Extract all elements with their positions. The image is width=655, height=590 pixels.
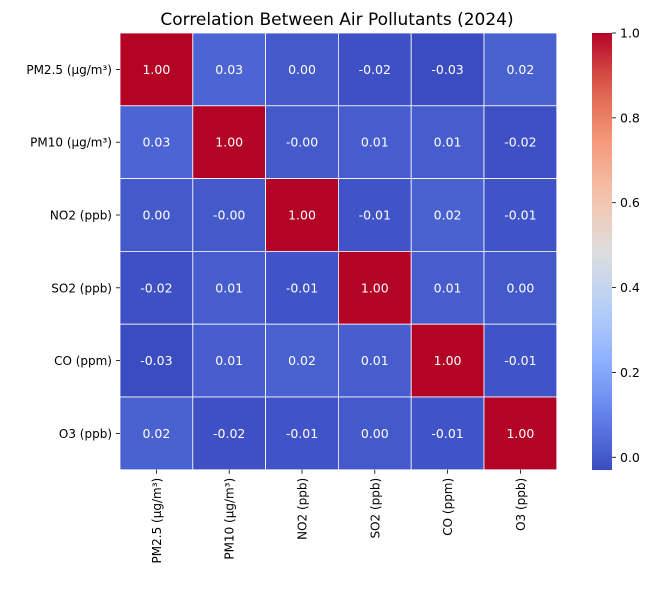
heatmap-cell	[192, 32, 267, 107]
heatmap-cell	[192, 178, 267, 252]
heatmap-cell	[483, 323, 558, 398]
y-tick-label: NO2 (ppb)	[50, 209, 112, 223]
cell-value-label: 1.00	[288, 208, 316, 223]
colorbar-tick-label: 0.4	[620, 280, 640, 295]
heatmap-cell	[192, 105, 267, 180]
cell-value-label: -0.01	[504, 208, 536, 223]
heatmap-cell-labels: 1.00 0.03 0.00 -0.02 -0.03 0.02 0.03 1.00 -0.00 0…	[140, 62, 536, 441]
cell-value-label: 0.02	[506, 62, 534, 77]
cell-value-label: 1.00	[361, 280, 389, 295]
cell-value-label: -0.01	[286, 280, 318, 295]
cell-value-label: 0.01	[434, 135, 462, 150]
heatmap-cell	[265, 323, 339, 398]
heatmap-cell	[410, 323, 485, 398]
cell-value-label: -0.01	[359, 208, 391, 223]
heatmap-cell	[483, 32, 558, 107]
heatmap-cell	[119, 396, 194, 471]
heatmap-cell	[483, 105, 558, 180]
y-tick-label: PM2.5 (µg/m³)	[26, 63, 112, 77]
colorbar-tick-label: 0.8	[620, 110, 640, 125]
cell-value-label: -0.02	[140, 280, 172, 295]
heatmap-cell	[265, 250, 339, 325]
cell-value-label: 0.00	[142, 208, 170, 223]
heatmap-cell	[337, 323, 412, 398]
x-axis-ticks: PM2.5 (µg/m³) PM10 (µg/m³) NO2 (ppb) SO2 (p…	[150, 469, 528, 564]
x-tick-label: NO2 (ppb)	[296, 478, 310, 540]
colorbar-tick-label: 0.6	[620, 195, 640, 210]
cell-value-label: -0.02	[213, 426, 245, 441]
cell-value-label: 1.00	[142, 62, 170, 77]
cell-value-label: 1.00	[434, 353, 462, 368]
y-tick-label: SO2 (ppb)	[51, 281, 112, 295]
heatmap-cell	[410, 396, 485, 471]
heatmap-cell	[483, 250, 558, 325]
cell-value-label: -0.01	[431, 426, 463, 441]
heatmap-cell	[119, 178, 194, 252]
heatmap-cells	[119, 32, 558, 471]
x-tick-label: PM2.5 (µg/m³)	[150, 478, 164, 564]
y-tick-label: PM10 (µg/m³)	[30, 136, 112, 150]
cell-value-label: 0.01	[361, 135, 389, 150]
cell-value-label: 0.01	[215, 353, 243, 368]
x-tick-label: SO2 (ppb)	[368, 478, 382, 539]
cell-value-label: 0.01	[361, 353, 389, 368]
cell-value-label: -0.00	[286, 135, 318, 150]
heatmap-cell	[119, 32, 194, 107]
heatmap-cell	[337, 250, 412, 325]
x-tick-label: PM10 (µg/m³)	[223, 478, 237, 560]
heatmap-cell	[337, 32, 412, 107]
heatmap-cell	[119, 323, 194, 398]
cell-value-label: 0.00	[361, 426, 389, 441]
heatmap-cell	[337, 178, 412, 252]
cell-value-label: 1.00	[215, 135, 243, 150]
heatmap-cell	[192, 250, 267, 325]
colorbar-tick-label: 1.0	[620, 26, 640, 41]
cell-value-label: -0.01	[286, 426, 318, 441]
x-tick-label: O3 (ppb)	[514, 478, 528, 531]
x-tick-label: CO (ppm)	[441, 478, 455, 536]
cell-value-label: -0.01	[504, 353, 536, 368]
cell-value-label: -0.00	[213, 208, 245, 223]
cell-value-label: 0.03	[142, 135, 170, 150]
cell-value-label: 0.02	[288, 353, 316, 368]
colorbar-tick-label: 0.0	[620, 450, 640, 465]
colorbar-tick-label: 0.2	[620, 365, 640, 380]
colorbar-gradient	[592, 33, 612, 470]
heatmap-cell	[483, 396, 558, 471]
heatmap-cell	[410, 178, 485, 252]
cell-value-label: 0.03	[215, 62, 243, 77]
cell-value-label: 1.00	[506, 426, 534, 441]
heatmap-cell	[410, 250, 485, 325]
heatmap-cell	[265, 178, 339, 252]
y-axis-ticks: PM2.5 (µg/m³) PM10 (µg/m³) NO2 (ppb) SO2 (p…	[26, 63, 120, 441]
cell-value-label: 0.01	[434, 280, 462, 295]
cell-value-label: -0.02	[359, 62, 391, 77]
heatmap-cell	[265, 32, 339, 107]
cell-value-label: 0.02	[434, 208, 462, 223]
heatmap-cell	[410, 32, 485, 107]
heatmap-cell	[483, 178, 558, 252]
cell-value-label: 0.00	[506, 280, 534, 295]
cell-value-label: 0.01	[215, 280, 243, 295]
cell-value-label: 0.02	[142, 426, 170, 441]
cell-value-label: -0.03	[431, 62, 463, 77]
y-tick-label: CO (ppm)	[54, 354, 112, 368]
cell-value-label: -0.03	[140, 353, 172, 368]
cell-value-label: -0.02	[504, 135, 536, 150]
chart-title: Correlation Between Air Pollutants (2024…	[160, 10, 513, 30]
colorbar: 0.0 0.2 0.4 0.6 0.8 1.0	[592, 26, 640, 470]
heatmap-cell	[119, 250, 194, 325]
cell-value-label: 0.00	[288, 62, 316, 77]
heatmap-cell	[337, 105, 412, 180]
y-tick-label: O3 (ppb)	[59, 427, 112, 441]
